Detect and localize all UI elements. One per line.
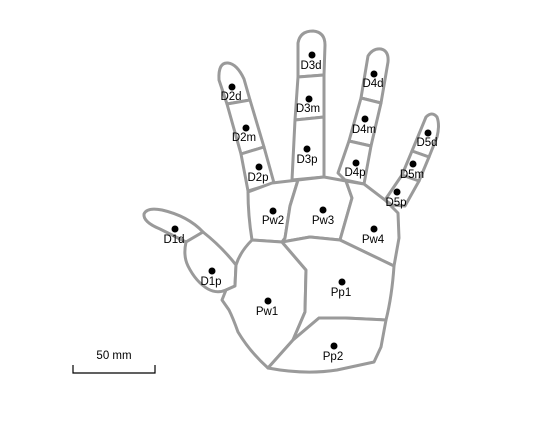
region-D5d [410, 112, 440, 159]
region-D2d [217, 61, 252, 106]
region-D1d [142, 207, 205, 244]
label-Pw3: Pw3 [312, 215, 334, 227]
scale-bar-line [72, 365, 156, 374]
sensor-dot-D2m [242, 124, 250, 132]
sensor-dot-Pw4 [370, 225, 378, 233]
region-D5p [383, 173, 421, 208]
label-D5p: D5p [385, 197, 406, 209]
label-D1p: D1p [200, 276, 221, 288]
label-D5d: D5d [416, 137, 437, 149]
sensor-dot-D3d [308, 51, 316, 59]
sensor-dot-Pw1 [264, 297, 272, 305]
sensor-dot-D4d [370, 70, 378, 78]
label-D4p: D4p [344, 167, 365, 179]
sensor-labels: D1d D1p D2d D2m D2p D3d D3m D3p D4d D4m … [163, 60, 437, 363]
sensor-dot-D1d [171, 225, 179, 233]
sensor-dot-Pp2 [330, 342, 338, 350]
sensor-dot-Pw2 [269, 207, 277, 215]
label-Pp1: Pp1 [331, 287, 351, 299]
sensor-dot-D4m [361, 115, 369, 123]
label-Pp2: Pp2 [323, 351, 343, 363]
sensor-dot-Pw3 [319, 206, 327, 214]
label-D3m: D3m [296, 103, 320, 115]
label-Pw1: Pw1 [256, 306, 278, 318]
sensor-dot-D5d [424, 129, 432, 137]
label-D2d: D2d [220, 91, 241, 103]
label-Pw4: Pw4 [362, 234, 385, 246]
label-D5m: D5m [400, 169, 424, 181]
sensor-dot-D5p [393, 188, 401, 196]
scale-bar-label: 50 mm [96, 350, 131, 362]
label-D4m: D4m [352, 124, 376, 136]
label-D3d: D3d [300, 60, 321, 72]
label-D3p: D3p [296, 154, 317, 166]
label-D2m: D2m [232, 132, 256, 144]
region-Pw4 [338, 179, 401, 268]
sensor-dot-D1p [208, 267, 216, 275]
sensor-dot-D3p [303, 145, 311, 153]
region-Pw1 [220, 238, 308, 370]
label-Pw2: Pw2 [262, 215, 284, 227]
sensor-dot-D2p [255, 163, 263, 171]
region-Pp2 [266, 316, 388, 374]
label-D4d: D4d [362, 78, 383, 90]
sensor-dot-D3m [305, 95, 313, 103]
label-D2p: D2p [247, 172, 268, 184]
sensor-dot-D4p [352, 159, 360, 167]
region-D1p [183, 230, 238, 294]
sensor-dots [171, 51, 432, 350]
sensor-dot-D2d [228, 83, 236, 91]
label-D1d: D1d [163, 234, 184, 246]
sensor-dot-D5m [409, 160, 417, 168]
sensor-dot-Pp1 [338, 278, 346, 286]
